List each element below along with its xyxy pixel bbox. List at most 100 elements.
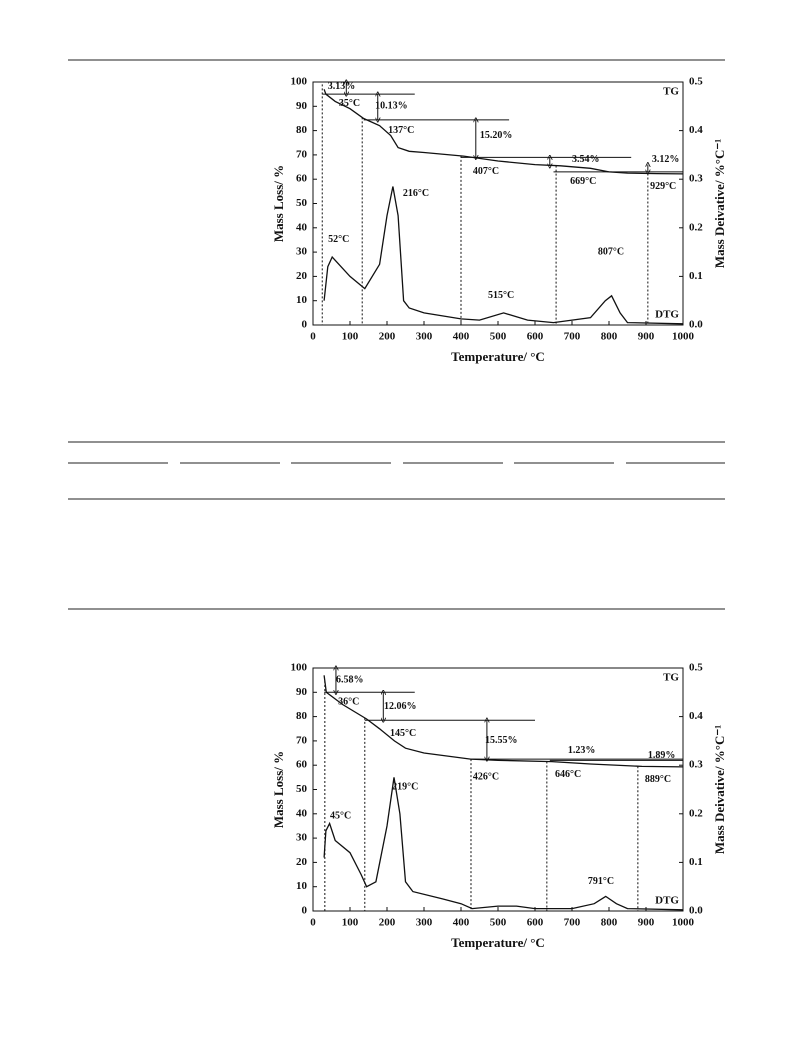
x-tick-label: 400 <box>453 331 470 343</box>
annotation: 426°C <box>473 772 499 783</box>
annotation: 407°C <box>473 166 499 177</box>
x-axis-label: Temperature/ °C <box>451 935 545 950</box>
x-tick-label: 100 <box>342 917 359 929</box>
x-tick-label: 800 <box>601 917 618 929</box>
x-tick-label: 700 <box>564 917 581 929</box>
y2-tick-label: 0.3 <box>689 759 703 771</box>
x-tick-label: 500 <box>490 917 507 929</box>
y-tick-label: 70 <box>296 148 308 160</box>
x-tick-label: 1000 <box>672 917 695 929</box>
annotation: 807°C <box>598 246 624 257</box>
y2-tick-label: 0.4 <box>689 124 703 136</box>
series-line <box>323 777 684 911</box>
annotation: 145°C <box>390 728 416 739</box>
annotation: 3.54% <box>572 154 600 165</box>
y-tick-label: 50 <box>296 197 308 209</box>
annotation: 889°C <box>645 774 671 785</box>
x-tick-label: 100 <box>342 331 359 343</box>
annotation: 515°C <box>488 290 514 301</box>
annotation: 36°C <box>338 696 359 707</box>
y-tick-label: 60 <box>296 173 308 185</box>
series-label: DTG <box>655 895 679 907</box>
annotation: 646°C <box>555 769 581 780</box>
y-tick-label: 90 <box>296 686 308 698</box>
y-tick-label: 50 <box>296 783 308 795</box>
y2-tick-label: 0.0 <box>689 905 703 917</box>
y2-tick-label: 0.1 <box>689 270 703 282</box>
series-label: TG <box>663 86 679 98</box>
annotation: 219°C <box>392 781 418 792</box>
x-tick-label: 600 <box>527 917 544 929</box>
series-label: DTG <box>655 309 679 321</box>
y-tick-label: 30 <box>296 246 308 258</box>
y-tick-label: 40 <box>296 221 308 233</box>
x-tick-label: 800 <box>601 331 618 343</box>
annotation: 10.13% <box>375 101 408 112</box>
y-axis-label: Mass Loss/ % <box>271 751 286 828</box>
y2-tick-label: 0.2 <box>689 221 703 233</box>
y-tick-label: 30 <box>296 832 308 844</box>
y-tick-label: 80 <box>296 124 308 136</box>
annotation: 15.55% <box>485 735 518 746</box>
plot-frame <box>312 667 684 912</box>
y-tick-label: 0 <box>302 319 308 331</box>
series-label: TG <box>663 672 679 684</box>
chart: 0 100 200 300 400 500 600 700 800 900 1000 0 10 20 30 4… <box>271 76 727 364</box>
x-tick-label: 700 <box>564 331 581 343</box>
annotation: 45°C <box>330 811 351 822</box>
annotation: 12.06% <box>384 701 417 712</box>
annotation: 669°C <box>570 176 596 187</box>
x-tick-label: 0 <box>310 917 316 929</box>
annotation: 137°C <box>388 125 414 136</box>
y2-tick-label: 0.2 <box>689 807 703 819</box>
x-tick-label: 200 <box>379 331 396 343</box>
series-line <box>323 675 684 768</box>
y2-tick-label: 0.5 <box>689 76 703 88</box>
annotation: 35°C <box>339 98 360 109</box>
y-tick-label: 100 <box>291 662 308 674</box>
y-axis-label: Mass Loss/ % <box>271 165 286 242</box>
y-tick-label: 10 <box>296 880 308 892</box>
y2-tick-label: 0.3 <box>689 173 703 185</box>
y-tick-label: 60 <box>296 759 308 771</box>
y-tick-label: 90 <box>296 100 308 112</box>
x-tick-label: 300 <box>416 331 433 343</box>
x-tick-label: 1000 <box>672 331 695 343</box>
x-axis-label: Temperature/ °C <box>451 349 545 364</box>
annotation: 3.13% <box>328 81 356 92</box>
x-tick-label: 600 <box>527 331 544 343</box>
y-tick-label: 0 <box>302 905 308 917</box>
y-tick-label: 80 <box>296 710 308 722</box>
y-tick-label: 20 <box>296 856 308 868</box>
annotation: 216°C <box>403 188 429 199</box>
x-tick-label: 400 <box>453 917 470 929</box>
x-tick-label: 0 <box>310 331 316 343</box>
x-tick-label: 900 <box>638 331 655 343</box>
y-tick-label: 10 <box>296 294 308 306</box>
y-tick-label: 20 <box>296 270 308 282</box>
annotation: 3.12% <box>652 154 680 165</box>
annotation: 52°C <box>328 234 349 245</box>
x-tick-label: 900 <box>638 917 655 929</box>
annotation: 1.23% <box>568 745 596 756</box>
y-tick-label: 70 <box>296 734 308 746</box>
chart: 0 100 200 300 400 500 600 700 800 900 1000 0 10 20 30 4… <box>271 662 727 950</box>
x-tick-label: 200 <box>379 917 396 929</box>
x-tick-label: 500 <box>490 331 507 343</box>
y2-axis-label: Mass Deivative/ %°C⁻¹ <box>712 139 727 268</box>
annotation: 929°C <box>650 181 676 192</box>
series-line <box>323 186 684 325</box>
y-tick-label: 40 <box>296 807 308 819</box>
annotation: 1.89% <box>648 750 676 761</box>
x-tick-label: 300 <box>416 917 433 929</box>
annotation: 791°C <box>588 876 614 887</box>
series-line <box>323 89 684 175</box>
plot-frame <box>312 81 684 326</box>
annotation: 15.20% <box>480 130 513 141</box>
y2-axis-label: Mass Deivative/ %°C⁻¹ <box>712 725 727 854</box>
annotation: 6.58% <box>336 674 364 685</box>
y2-tick-label: 0.0 <box>689 319 703 331</box>
y2-tick-label: 0.1 <box>689 856 703 868</box>
